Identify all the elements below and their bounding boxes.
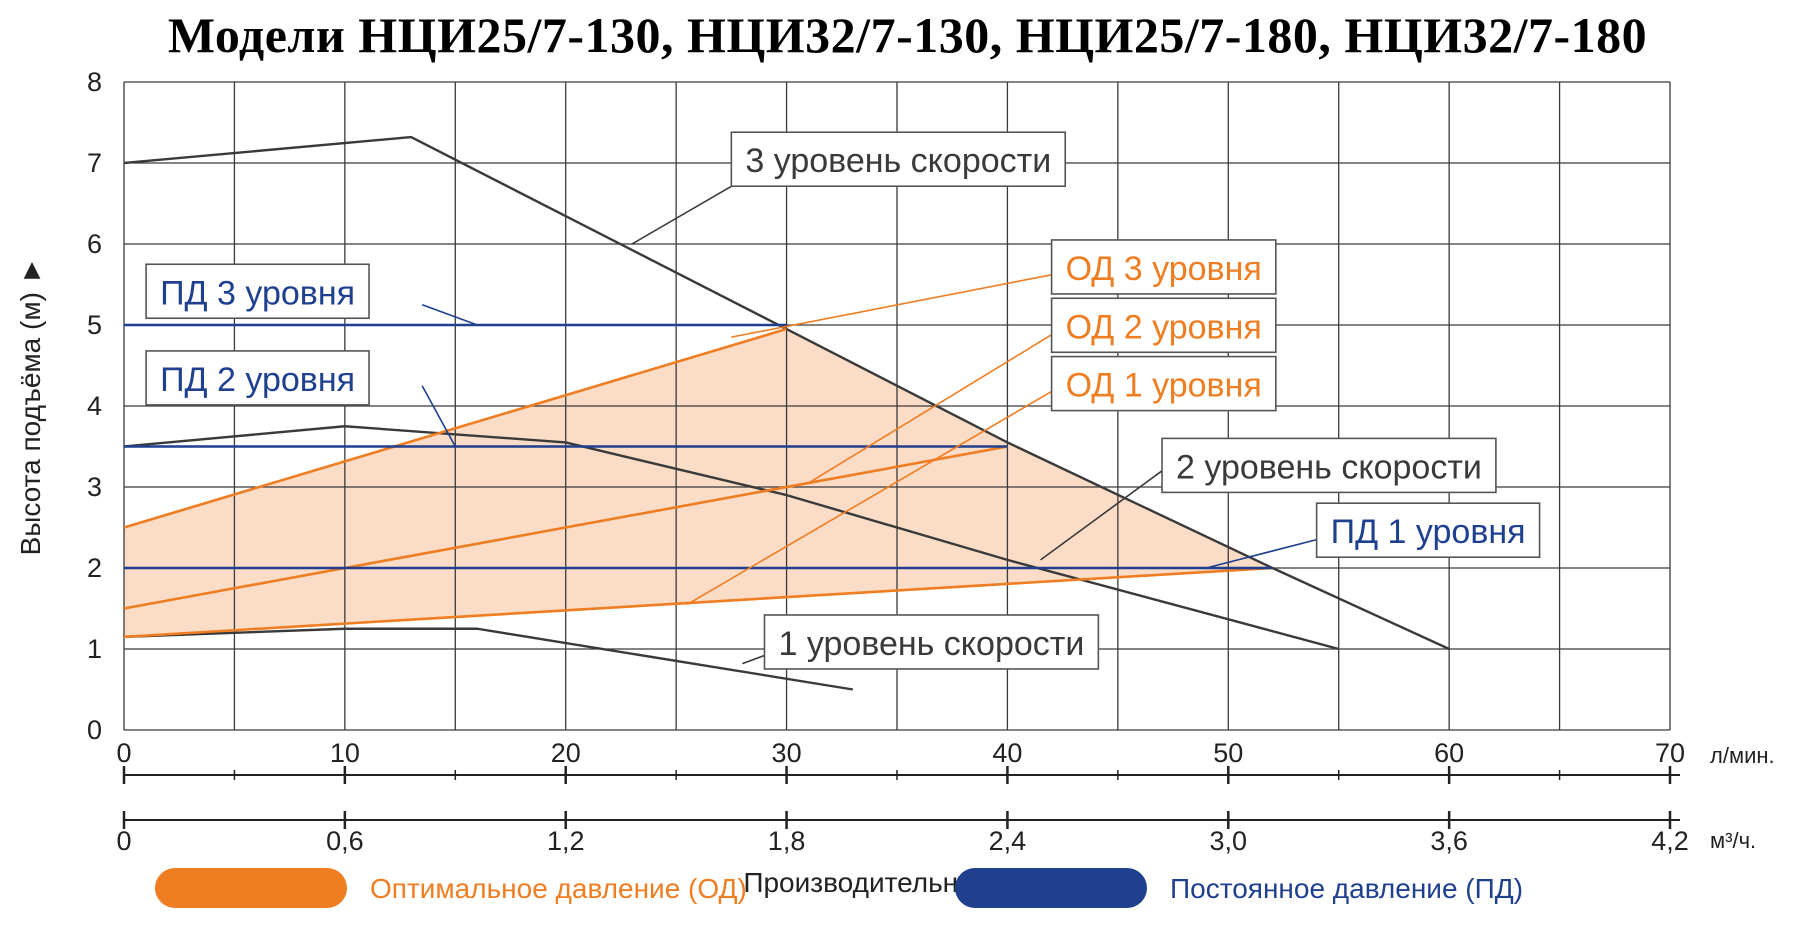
chart-title: Модели НЦИ25/7-130, НЦИ32/7-130, НЦИ25/7… <box>167 7 1648 63</box>
x-tick-label: 30 <box>772 738 802 768</box>
callout-text: ПД 3 уровня <box>160 274 355 312</box>
callouts-group: 3 уровень скорости ОД 3 уровня ОД 2 уровня… <box>145 131 1541 670</box>
callout-label: 2 уровень скорости <box>1161 437 1497 494</box>
callout-text: ОД 1 уровня <box>1066 367 1262 405</box>
y-tick-label: 3 <box>87 472 102 502</box>
x2-tick-label: 3,0 <box>1210 826 1248 856</box>
y-tick-label: 4 <box>87 391 102 421</box>
callout-text: ОД 3 уровня <box>1066 250 1262 288</box>
callout-leader-line <box>1206 538 1317 569</box>
series-line <box>123 327 787 529</box>
callout-label: ОД 2 уровня <box>1050 297 1277 354</box>
callout-label: ПД 2 уровня <box>145 350 370 406</box>
callout-text: 2 уровень скорости <box>1176 448 1482 486</box>
x2-tick-label: 2,4 <box>989 826 1027 856</box>
callout-leader-line <box>686 390 1053 606</box>
y-tick-label: 7 <box>87 148 102 178</box>
series-line <box>123 445 1008 610</box>
callout-label: ОД 3 уровня <box>1050 239 1277 295</box>
optimal-pressure-area <box>124 329 1273 637</box>
x-tick-label: 0 <box>116 738 131 768</box>
x-tick-label: 20 <box>551 738 581 768</box>
callout-text: 3 уровень скорости <box>745 142 1051 180</box>
series-line <box>123 566 1273 639</box>
x-unit-label: л/мин. <box>1710 743 1775 768</box>
x2-tick-label: 1,2 <box>547 826 585 856</box>
x-tick-label: 60 <box>1434 738 1464 768</box>
callout-box <box>145 263 370 320</box>
x-tick-label: 50 <box>1213 738 1243 768</box>
callout-leader-line <box>1040 470 1163 561</box>
x2-unit-label: м³/ч. <box>1710 828 1756 853</box>
y-tick-label: 1 <box>87 634 102 664</box>
callout-box <box>145 350 370 406</box>
callout-text: 1 уровень скорости <box>778 625 1084 663</box>
callout-text: ОД 2 уровня <box>1066 308 1262 346</box>
callout-box <box>1315 502 1541 559</box>
y-tick-label: 0 <box>87 715 102 745</box>
series-group <box>123 135 1450 691</box>
x2-tick-label: 4,2 <box>1651 826 1689 856</box>
callout-box <box>1161 437 1497 494</box>
x2-tick-label: 1,8 <box>768 826 806 856</box>
callout-box <box>1050 297 1277 354</box>
callout-leader-line <box>731 273 1052 338</box>
callout-label: ПД 3 уровня <box>145 263 370 320</box>
series-line <box>123 425 1340 651</box>
x2-tick-label: 0,6 <box>326 826 364 856</box>
callout-label: ОД 1 уровня <box>1050 355 1277 412</box>
x2-tick-label: 0 <box>116 826 131 856</box>
x-tick-label: 70 <box>1655 738 1685 768</box>
callout-text: ПД 2 уровня <box>160 361 355 399</box>
callout-leader-line <box>808 334 1053 484</box>
legend-label: Постоянное давление (ПД) <box>1170 873 1523 904</box>
legend-swatch <box>955 868 1147 908</box>
callout-box <box>1050 239 1277 295</box>
legend-group: Оптимальное давление (ОД) Постоянное давл… <box>155 868 1523 908</box>
callout-leader-line <box>421 385 456 447</box>
series-line <box>123 135 1450 651</box>
callout-label: ПД 1 уровня <box>1315 502 1541 559</box>
x-tick-label: 40 <box>992 738 1022 768</box>
y-tick-label: 8 <box>87 67 102 97</box>
callout-label: 3 уровень скорости <box>730 131 1067 188</box>
y-tick-label: 5 <box>87 310 102 340</box>
callout-leader-line <box>421 303 478 326</box>
legend-label: Оптимальное давление (ОД) <box>370 873 747 904</box>
callout-box <box>1050 355 1277 412</box>
callout-box <box>763 614 1100 670</box>
series-line <box>123 627 854 691</box>
y-axis-title: Высота подъёма (м) ► <box>15 257 46 556</box>
axes-group: 0 1 2 3 4 5 6 7 8 0 10 20 30 40 50 60 70 0 0,6 1,2 1,8 2,4 3,0… <box>15 67 1775 898</box>
legend-swatch <box>155 868 347 908</box>
callout-label: 1 уровень скорости <box>763 614 1100 670</box>
x2-tick-label: 3,6 <box>1430 826 1468 856</box>
x-tick-label: 10 <box>330 738 360 768</box>
callout-box <box>730 131 1067 188</box>
y-tick-label: 2 <box>87 553 102 583</box>
callout-text: ПД 1 уровня <box>1331 513 1526 551</box>
y-tick-label: 6 <box>87 229 102 259</box>
